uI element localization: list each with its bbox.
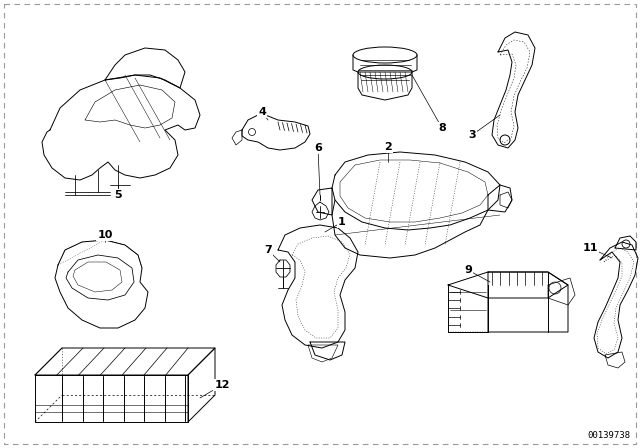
Text: 1: 1 <box>338 217 346 227</box>
Text: 2: 2 <box>384 142 392 152</box>
Text: 12: 12 <box>214 380 230 390</box>
Text: 3: 3 <box>468 130 476 140</box>
Text: 6: 6 <box>314 143 322 153</box>
Text: 00139738: 00139738 <box>587 431 630 440</box>
Text: 11: 11 <box>582 243 598 253</box>
Text: 4: 4 <box>258 107 266 117</box>
Text: 7: 7 <box>264 245 272 255</box>
Text: 8: 8 <box>438 123 446 133</box>
Text: 5: 5 <box>114 190 122 200</box>
Text: 10: 10 <box>97 230 113 240</box>
Text: 9: 9 <box>464 265 472 275</box>
